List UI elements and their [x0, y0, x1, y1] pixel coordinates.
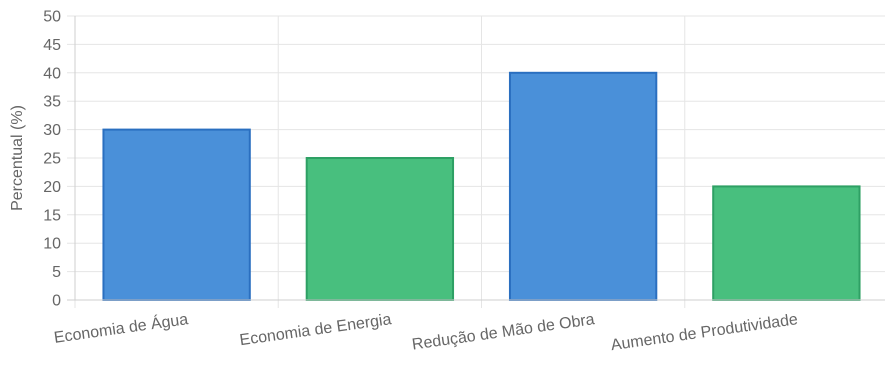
y-tick-label: 15 [43, 207, 61, 224]
y-tick-label: 10 [43, 236, 61, 253]
y-tick-label: 35 [43, 94, 61, 111]
x-tick-label: Economia de Água [53, 309, 190, 347]
x-tick-label: Redução de Mão de Obra [411, 311, 596, 353]
y-tick-label: 5 [52, 264, 61, 281]
bar-2[interactable] [305, 157, 455, 301]
y-tick-label: 50 [43, 9, 61, 26]
x-tick-labels: Economia de Água Economia de Energia Reduç… [53, 309, 799, 354]
axis-layer [67, 16, 885, 301]
x-tick-label: Aumento de Produtividade [610, 311, 799, 354]
y-tick-label: 40 [43, 65, 61, 82]
y-tick-label: 45 [43, 37, 61, 54]
y-tick-label: 25 [43, 151, 61, 168]
y-tick-label: 20 [43, 179, 61, 196]
y-axis-title: Percentual (%) [9, 105, 26, 211]
y-tick-label: 0 [52, 293, 61, 310]
x-tick-label: Economia de Energia [239, 311, 393, 349]
bar-1[interactable] [102, 128, 251, 301]
bars-layer [102, 71, 861, 301]
y-tick-label: 30 [43, 122, 61, 139]
y-tick-labels: 0 5 10 15 20 25 30 35 40 45 50 [43, 9, 61, 310]
bar-3[interactable] [508, 71, 658, 301]
bar-4[interactable] [712, 185, 861, 301]
